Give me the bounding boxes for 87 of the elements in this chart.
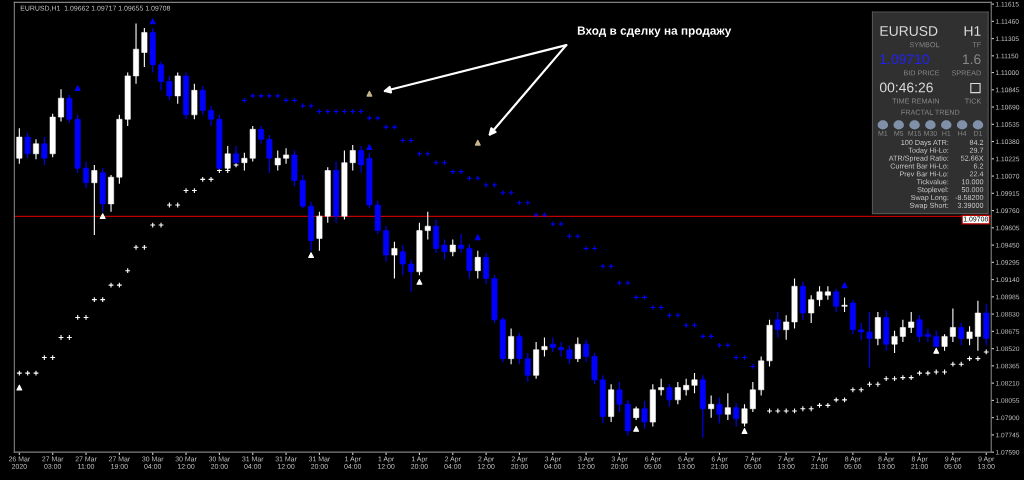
candlestick [708, 394, 715, 419]
point [841, 282, 848, 289]
point [99, 213, 106, 220]
point [366, 144, 373, 151]
candlestick [924, 328, 931, 343]
candlestick [583, 339, 590, 363]
point [933, 347, 940, 354]
point [741, 428, 748, 434]
candlestick [458, 233, 465, 254]
point [74, 85, 81, 92]
candlestick [274, 149, 281, 172]
candlestick [483, 252, 490, 285]
candlestick [158, 60, 164, 91]
point [474, 139, 481, 146]
candlestick [91, 164, 98, 236]
point [158, 222, 164, 229]
point [633, 425, 640, 432]
candlestick [266, 134, 273, 174]
candlestick [833, 287, 840, 313]
point [83, 314, 89, 321]
point [149, 222, 156, 229]
point [16, 384, 23, 391]
candlestick [24, 132, 31, 159]
candlestick [733, 402, 740, 428]
point [33, 370, 39, 377]
candlestick [208, 105, 214, 127]
point [416, 278, 423, 285]
point [774, 408, 781, 414]
point [108, 282, 114, 289]
candlestick [433, 218, 440, 254]
candlestick [41, 136, 48, 166]
candlestick [966, 325, 973, 346]
candlestick [174, 71, 181, 105]
candlestick [916, 314, 923, 343]
candlestick [949, 307, 956, 343]
point [58, 334, 64, 341]
candlestick [974, 300, 981, 352]
annotation: Вход в сделку на продажу [577, 26, 732, 38]
candlestick [558, 341, 565, 357]
point [149, 18, 156, 25]
point [133, 244, 139, 251]
point [783, 408, 790, 414]
candlestick [724, 392, 731, 421]
candlestick [891, 330, 898, 354]
candlestick [199, 85, 206, 116]
point [941, 369, 948, 375]
point [766, 408, 773, 414]
candlestick [958, 322, 965, 346]
candlestick [283, 147, 290, 165]
point [983, 349, 990, 355]
candlestick [33, 138, 39, 160]
candlestick [391, 241, 398, 280]
candlestick [641, 400, 648, 430]
candlestick [566, 344, 573, 365]
candlestick [441, 238, 448, 261]
candlestick [166, 75, 173, 101]
point [474, 234, 481, 241]
candlestick [716, 397, 723, 424]
candlestick [774, 311, 781, 339]
candlestick [824, 285, 831, 301]
point [174, 202, 181, 208]
candlestick [58, 88, 64, 123]
candlestick [408, 259, 415, 293]
candlestick [749, 381, 756, 413]
candlestick [399, 244, 406, 276]
point [166, 202, 173, 208]
candlestick [474, 250, 481, 280]
candlestick [674, 381, 681, 405]
candlestick [691, 372, 698, 394]
candlestick [141, 27, 148, 68]
point [933, 369, 940, 375]
candlestick [666, 383, 673, 408]
point [208, 176, 215, 183]
candlestick [508, 328, 515, 365]
candlestick [541, 336, 548, 357]
point [366, 90, 373, 97]
candlestick [874, 311, 881, 346]
candlestick [899, 319, 906, 343]
candlestick [358, 145, 365, 174]
candlestick [908, 311, 915, 334]
candlestick [83, 161, 89, 189]
candlestick [574, 336, 581, 363]
point [308, 252, 315, 259]
candlestick [466, 243, 473, 280]
point [183, 187, 190, 194]
candlestick [16, 127, 23, 165]
point [791, 408, 798, 414]
